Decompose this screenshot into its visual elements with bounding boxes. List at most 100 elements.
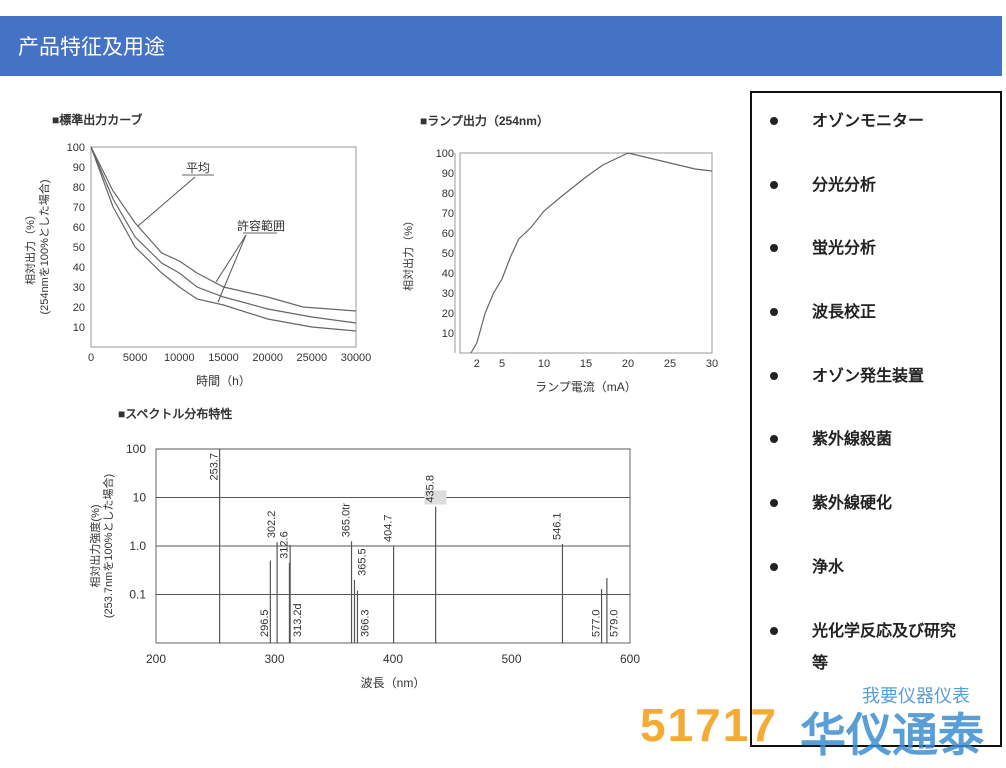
x-axis-label: 時間（h）	[196, 374, 251, 388]
page-title: 产品特征及用途	[18, 35, 165, 59]
spectral-line-label: 365.5	[356, 548, 368, 576]
y-tick-label: 50	[73, 242, 85, 254]
feature-label: 浄水	[812, 557, 845, 576]
series-line	[470, 152, 713, 354]
y-tick-label: 70	[442, 208, 454, 220]
spectral-line-label: 577.0	[590, 609, 602, 637]
y-tick-label: 30	[73, 282, 85, 294]
bullet-icon	[770, 563, 778, 571]
chart-title: ■標準出力カーブ	[52, 112, 143, 127]
bullet-icon	[770, 372, 778, 380]
x-tick-label: 10000	[164, 352, 195, 364]
y-tick-label: 100	[126, 442, 146, 456]
y-tick-label: 1.0	[129, 539, 146, 553]
x-tick-label: 30	[706, 358, 718, 370]
x-tick-label: 10	[538, 358, 550, 370]
x-tick-label: 5000	[123, 352, 147, 364]
spectral-line-label: 366.3	[359, 609, 371, 637]
feature-label: 蛍光分析	[812, 238, 877, 257]
y-tick-label: 90	[442, 168, 454, 180]
spectral-line-label: 296.5	[259, 609, 271, 637]
feature-label: 紫外線硬化	[812, 493, 893, 512]
bullet-icon	[770, 244, 778, 252]
spectral-line-label: 365.0tr	[340, 503, 352, 538]
spectral-line-label: 312.6	[278, 531, 290, 559]
feature-label: オゾン発生装置	[812, 366, 925, 385]
y-tick-label: 80	[73, 182, 85, 194]
y-tick-label: 70	[73, 202, 85, 214]
spectral-line-label: 313.2d	[292, 603, 304, 637]
series-line	[90, 146, 357, 324]
feature-item: 紫外線殺菌	[770, 423, 962, 455]
annotation-arrow	[215, 234, 247, 283]
y-axis-label: 相対出力強度(%)	[88, 504, 102, 587]
x-tick-label: 200	[146, 652, 166, 666]
x-tick-label: 2	[474, 358, 480, 370]
y-tick-label: 40	[442, 268, 454, 280]
x-tick-label: 400	[383, 652, 403, 666]
y-axis-label: 相対出力（%）	[401, 215, 415, 291]
series-line	[90, 146, 357, 332]
y-axis-label: (253.7nmを100%とした場合)	[101, 474, 115, 618]
feature-item: 紫外線硬化	[770, 487, 962, 519]
y-tick-label: 20	[442, 308, 454, 320]
x-tick-label: 600	[620, 652, 640, 666]
spectral-line-label: 546.1	[551, 512, 563, 540]
x-axis-label: ランプ電流（mA）	[535, 380, 637, 394]
watermark-slogan: 我要仪器仪表	[862, 686, 970, 707]
y-tick-label: 10	[73, 322, 85, 334]
chart-title: ■ランプ出力（254nm）	[420, 113, 549, 128]
watermark-logo: 51717 我要仪器仪表 华仪通泰	[640, 688, 1006, 768]
header-bar: 产品特征及用途	[0, 16, 1002, 76]
feature-item: オゾン発生装置	[770, 360, 962, 392]
y-tick-label: 0.1	[129, 588, 146, 602]
spectral-line-label: 404.7	[382, 514, 394, 542]
watermark-number: 51717	[640, 699, 778, 751]
y-axis-label: 相対出力（%）	[23, 209, 37, 285]
y-tick-label: 60	[73, 222, 85, 234]
spectral-line-label: 253.7	[208, 453, 220, 481]
feature-label: 紫外線殺菌	[812, 429, 893, 448]
y-tick-label: 90	[73, 162, 85, 174]
y-tick-label: 50	[442, 248, 454, 260]
bullet-icon	[770, 435, 778, 443]
x-tick-label: 20	[622, 358, 634, 370]
y-tick-label: 100	[436, 148, 454, 160]
series-line	[90, 146, 357, 312]
y-tick-label: 10	[133, 491, 147, 505]
y-tick-label: 20	[73, 302, 85, 314]
x-tick-label: 500	[501, 652, 521, 666]
feature-label: 分光分析	[812, 175, 877, 194]
x-tick-label: 15	[580, 358, 592, 370]
charts-area: ■標準出力カーブ 10 20 30 40 50 60 70 80 90 100 0 5000 10000 1…	[23, 112, 718, 690]
y-tick-label: 30	[442, 288, 454, 300]
x-tick-label: 5	[499, 358, 505, 370]
label-highlight	[424, 490, 447, 505]
x-tick-label: 15000	[208, 352, 239, 364]
bullet-icon	[770, 499, 778, 507]
bullet-icon	[770, 627, 778, 635]
annotation-arrow	[217, 234, 247, 303]
feature-label: 波長校正	[812, 302, 877, 321]
x-tick-label: 0	[88, 352, 94, 364]
x-tick-label: 300	[264, 652, 284, 666]
feature-item: 蛍光分析	[770, 232, 962, 264]
x-tick-label: 20000	[252, 352, 283, 364]
x-tick-label: 30000	[341, 352, 372, 364]
annotation-arrow	[137, 176, 196, 227]
bullet-icon	[770, 308, 778, 316]
x-tick-label: 25	[664, 358, 676, 370]
bullet-icon	[770, 117, 778, 125]
y-tick-label: 60	[442, 228, 454, 240]
annotation-average: 平均	[186, 161, 210, 175]
bullet-icon	[770, 181, 778, 189]
spectral-line-label: 435.8	[425, 475, 437, 503]
feature-item: 光化学反応及び研究等	[770, 615, 962, 679]
y-tick-label: 40	[73, 262, 85, 274]
feature-item: オゾンモニター	[770, 105, 962, 137]
x-axis-label: 波長（nm）	[361, 676, 426, 690]
spectral-line-label: 302.2	[266, 511, 278, 539]
feature-item: 分光分析	[770, 169, 962, 201]
plot-frame	[90, 146, 357, 348]
feature-label: 光化学反応及び研究等	[812, 621, 957, 672]
